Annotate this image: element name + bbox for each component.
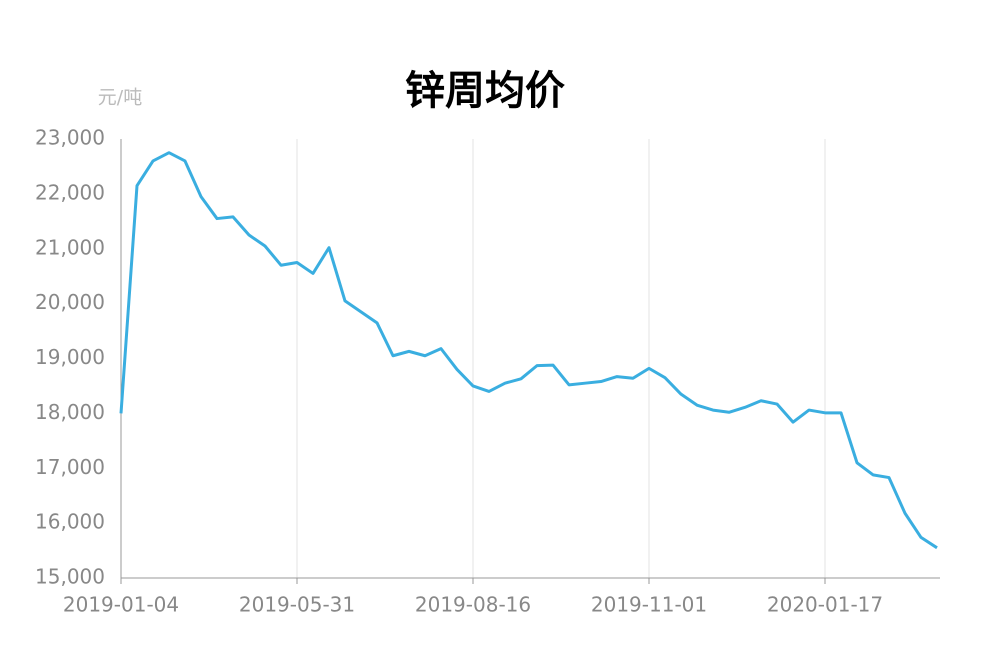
y-tick-label: 21,000 [35, 235, 105, 259]
line-series [119, 151, 938, 550]
y-tick-label: 23,000 [35, 126, 105, 150]
x-tick-label: 2019-01-04 [63, 593, 179, 617]
y-tick-label: 18,000 [35, 400, 105, 424]
y-tick-label: 19,000 [35, 345, 105, 369]
y-axis-unit: 元/吨 [98, 87, 142, 109]
y-tick-label: 16,000 [35, 510, 105, 534]
x-tick-label: 2020-01-17 [767, 593, 883, 617]
x-tick-label: 2019-05-31 [239, 593, 355, 617]
chart-title: 锌周均价 [405, 68, 565, 114]
y-tick-label: 22,000 [35, 180, 105, 204]
y-tick-label: 20,000 [35, 290, 105, 314]
x-tick-label: 2019-08-16 [415, 593, 531, 617]
y-tick-label: 15,000 [35, 565, 105, 589]
y-tick-label: 17,000 [35, 455, 105, 479]
x-tick-label: 2019-11-01 [591, 593, 707, 617]
